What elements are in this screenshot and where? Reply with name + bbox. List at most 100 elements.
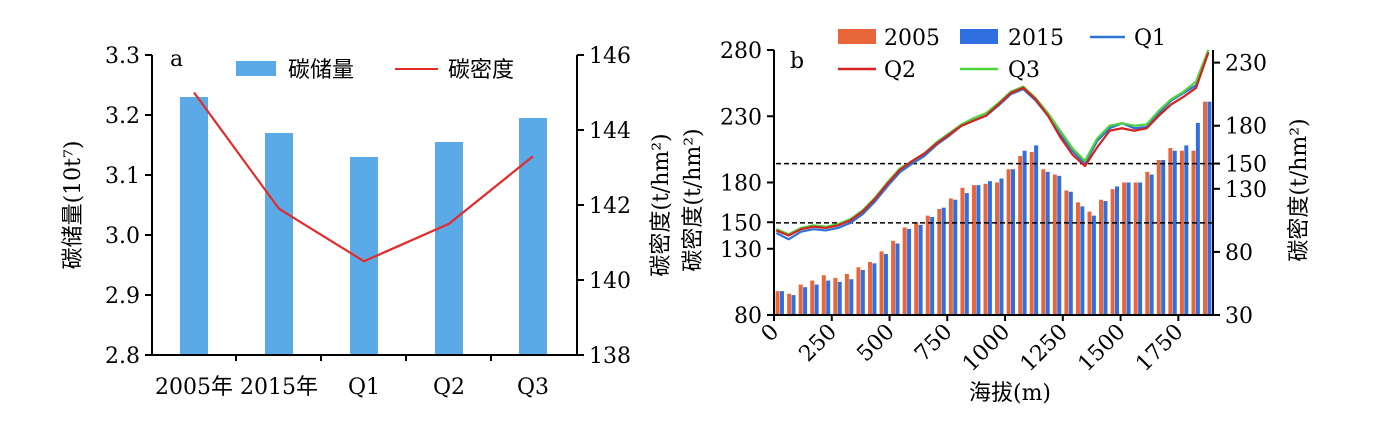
bar-2005 xyxy=(960,187,965,315)
bar-2015 xyxy=(1184,145,1189,315)
bar-2005 xyxy=(798,284,803,315)
legend-label-2015: 2015 xyxy=(1008,26,1064,51)
bar-2005 xyxy=(1029,152,1034,315)
b-y-tick-label: 230 xyxy=(720,105,762,130)
bar-2015 xyxy=(1011,169,1016,315)
bar-2015 xyxy=(953,199,958,315)
bar-2015 xyxy=(987,181,992,315)
a-y-axis-title: 碳储量(10t⁷) xyxy=(61,141,86,270)
bar-2005 xyxy=(971,185,976,315)
bar-2015 xyxy=(803,287,808,315)
legend-label-q2: Q2 xyxy=(884,58,916,83)
a-x-tick-label: Q1 xyxy=(348,375,380,400)
bar-2005 xyxy=(867,262,872,315)
b-y2-tick-label: 80 xyxy=(1225,241,1253,266)
bar-2005 xyxy=(1041,169,1046,315)
b-x-tick-label: 1750 xyxy=(1131,320,1188,377)
b-y-tick-label: 150 xyxy=(720,211,762,236)
b-y2-tick-label: 30 xyxy=(1225,304,1253,329)
bar-2015 xyxy=(1034,145,1039,315)
bar-2005 xyxy=(914,222,919,315)
bar-carbon-storage xyxy=(519,118,547,355)
bar-2015 xyxy=(1207,101,1212,315)
bar-2015 xyxy=(1149,174,1154,315)
bar-2015 xyxy=(883,254,888,315)
bar-2005 xyxy=(833,277,838,315)
bar-2015 xyxy=(1195,122,1200,315)
bar-2005 xyxy=(1099,199,1104,315)
a-y-tick-label: 3.1 xyxy=(105,164,140,189)
a-y-tick-label: 3.3 xyxy=(105,44,140,69)
bar-2005 xyxy=(879,251,884,315)
bar-2015 xyxy=(826,280,831,315)
legend-swatch-2015 xyxy=(960,29,998,44)
bar-2015 xyxy=(860,269,865,315)
a-y-tick-label: 3.2 xyxy=(105,104,140,129)
b-x-axis-title: 海拔(m) xyxy=(969,381,1051,406)
a-x-tick-label: Q3 xyxy=(517,375,549,400)
bar-2015 xyxy=(791,295,796,315)
b-y-tick-label: 280 xyxy=(720,39,762,64)
bar-2005 xyxy=(891,240,896,315)
bar-2015 xyxy=(907,228,912,315)
bar-2015 xyxy=(1091,215,1096,315)
bar-2005 xyxy=(1110,189,1115,315)
bar-2005 xyxy=(1064,190,1069,315)
a-y-tick-label: 3.0 xyxy=(105,224,140,249)
bar-2015 xyxy=(1080,206,1085,315)
bar-2005 xyxy=(821,275,826,315)
bar-2005 xyxy=(787,293,792,315)
bar-2015 xyxy=(1068,191,1073,315)
bar-2015 xyxy=(779,291,784,315)
bar-2005 xyxy=(1203,101,1208,315)
bar-2015 xyxy=(814,284,819,315)
bar-2015 xyxy=(1103,201,1108,315)
bar-2015 xyxy=(895,243,900,315)
series-line-q1 xyxy=(775,52,1210,241)
legend-label-carbon-storage: 碳储量 xyxy=(288,58,354,83)
chart-a: 2.8 2.9 3.0 3.1 3.2 3.3 138 140 142 144 146 2005年… xyxy=(61,44,674,400)
bar-2015 xyxy=(849,279,854,315)
bar-2015 xyxy=(918,224,923,315)
bar-2015 xyxy=(1138,182,1143,315)
b-x-tick-label: 1500 xyxy=(1074,320,1131,377)
bar-2015 xyxy=(1022,150,1027,315)
b-y2-tick-label: 180 xyxy=(1225,115,1267,140)
bar-2015 xyxy=(1161,159,1166,315)
bar-2015 xyxy=(930,216,935,315)
a-x-tick-label: 2015年 xyxy=(240,375,318,400)
bar-2015 xyxy=(837,281,842,315)
bar-2005 xyxy=(995,182,1000,315)
bar-2005 xyxy=(1087,211,1092,315)
b-x-tick-label: 250 xyxy=(795,320,842,367)
a-y2-tick-label: 142 xyxy=(589,194,631,219)
b-y2-axis-title: 碳密度(t/hm²) xyxy=(1287,118,1312,261)
b-x-tick-label: 500 xyxy=(852,320,899,367)
bar-2005 xyxy=(902,227,907,315)
bar-2015 xyxy=(999,178,1004,315)
bar-2015 xyxy=(964,193,969,315)
b-y-tick-label: 80 xyxy=(734,304,762,329)
bar-2005 xyxy=(948,198,953,315)
series-line-carbon-density xyxy=(193,91,534,263)
bar-2015 xyxy=(1115,186,1120,315)
b-y2-tick-label: 150 xyxy=(1225,153,1267,178)
bar-carbon-storage xyxy=(435,142,463,355)
b-y-axis-title: 碳密度(t/hm²) xyxy=(681,128,706,271)
a-y2-tick-label: 144 xyxy=(589,119,631,144)
bar-2015 xyxy=(1172,150,1177,315)
bar-2015 xyxy=(941,207,946,315)
a-y2-tick-label: 138 xyxy=(589,344,631,369)
bar-2015 xyxy=(1126,182,1131,315)
b-y-tick-label: 180 xyxy=(720,172,762,197)
bar-2015 xyxy=(872,263,877,315)
bar-2005 xyxy=(937,209,942,315)
legend-label-2005: 2005 xyxy=(884,26,940,51)
a-y-tick-label: 2.8 xyxy=(105,344,140,369)
bar-2005 xyxy=(1145,171,1150,315)
a-y2-tick-label: 140 xyxy=(589,269,631,294)
bar-2005 xyxy=(1052,174,1057,315)
bar-2005 xyxy=(1006,169,1011,315)
